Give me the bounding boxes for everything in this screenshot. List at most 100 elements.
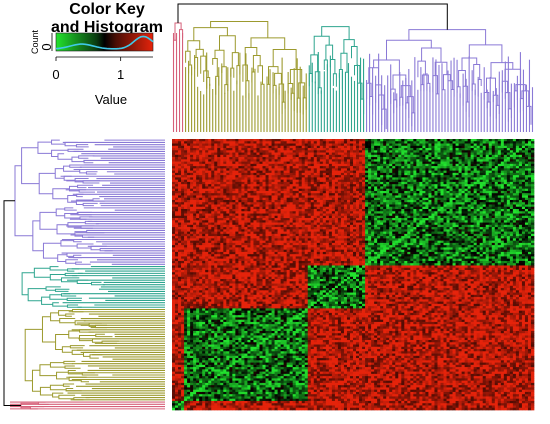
heatmap-cell	[346, 148, 351, 151]
heatmap-cell	[331, 141, 336, 144]
heatmap-cell	[322, 184, 327, 187]
column-dendrogram-branch	[314, 71, 321, 88]
heatmap-cell	[395, 202, 399, 205]
heatmap-cell	[389, 190, 393, 194]
heatmap-cell	[289, 145, 294, 149]
heatmap-cell	[398, 206, 402, 210]
heatmap-cell	[268, 154, 272, 158]
heatmap-cell	[401, 145, 405, 149]
heatmap-cell	[488, 141, 493, 144]
heatmap-cell	[524, 170, 529, 174]
heatmap-cell	[283, 157, 287, 160]
heatmap-cell	[512, 163, 517, 167]
heatmap-cell	[256, 186, 260, 190]
heatmap-cell	[232, 197, 236, 201]
heatmap-cell	[241, 139, 245, 142]
heatmap-cell	[482, 195, 487, 199]
heatmap-cell	[434, 206, 438, 210]
heatmap-cell	[470, 199, 475, 203]
heatmap-cell	[494, 213, 499, 217]
heatmap-cell	[226, 170, 230, 174]
heatmap-cell	[425, 218, 429, 221]
heatmap-cell	[286, 163, 290, 167]
heatmap-cell	[404, 170, 408, 174]
heatmap-cell	[256, 166, 260, 169]
heatmap-cell	[262, 195, 266, 199]
row-dendrogram-branch	[27, 288, 46, 302]
heatmap-cell	[497, 154, 502, 158]
heatmap-cell	[280, 141, 284, 144]
heatmap-cell	[175, 188, 179, 192]
heatmap-cell	[307, 213, 312, 217]
heatmap-cell	[515, 161, 520, 165]
heatmap-cell	[464, 193, 468, 196]
heatmap-cell	[265, 157, 269, 160]
heatmap-cell	[410, 145, 414, 149]
column-dendrogram-branch	[325, 44, 334, 60]
heatmap-cell	[476, 161, 481, 165]
heatmap-cell	[193, 213, 197, 217]
heatmap-cell	[211, 202, 215, 205]
heatmap-cell	[521, 148, 526, 151]
heatmap-cell	[506, 161, 511, 165]
heatmap-cell	[407, 179, 411, 183]
row-dendrogram-branch	[57, 254, 67, 262]
heatmap-cell	[334, 220, 339, 223]
heatmap-cell	[346, 143, 351, 147]
heatmap-cell	[301, 195, 306, 199]
heatmap-cell	[509, 199, 514, 203]
heatmap-cell	[479, 188, 484, 192]
heatmap-cell	[371, 206, 375, 210]
heatmap-cell	[458, 157, 462, 160]
heatmap-cell	[196, 166, 200, 169]
heatmap-cell	[208, 220, 212, 223]
heatmap-cell	[223, 193, 227, 196]
heatmap-cell	[217, 154, 221, 158]
heatmap-cell	[455, 193, 459, 196]
heatmap-cell	[437, 154, 441, 158]
heatmap-cell	[268, 157, 272, 160]
heatmap-cell	[395, 204, 399, 208]
heatmap-cell	[428, 209, 432, 212]
heatmap-cell	[286, 195, 290, 199]
heatmap-cell	[340, 195, 345, 199]
heatmap-cell	[322, 150, 327, 153]
heatmap-cell	[515, 211, 520, 214]
heatmap-cell	[521, 154, 526, 158]
heatmap-cell	[319, 193, 324, 196]
heatmap-cell	[253, 170, 257, 174]
heatmap-cell	[205, 222, 209, 226]
heatmap-cell	[455, 172, 459, 176]
heatmap-cell	[232, 218, 236, 221]
heatmap-cell	[434, 181, 438, 185]
heatmap-cell	[521, 141, 526, 144]
heatmap-cell	[340, 209, 345, 212]
heatmap-cell	[244, 154, 248, 158]
heatmap-cell	[500, 175, 505, 178]
heatmap-cell	[202, 177, 206, 180]
heatmap-cell	[356, 195, 360, 199]
heatmap-cell	[193, 220, 197, 223]
heatmap-cell	[349, 179, 354, 183]
heatmap-cell	[398, 161, 402, 165]
heatmap-cell	[178, 152, 182, 156]
heatmap-cell	[422, 213, 426, 217]
heatmap-cell	[377, 159, 381, 162]
heatmap-cell	[301, 161, 306, 165]
heatmap-cell	[313, 195, 318, 199]
heatmap-cell	[253, 211, 257, 214]
heatmap-cell	[202, 195, 206, 199]
heatmap-cell	[241, 161, 245, 165]
heatmap-cell	[503, 152, 508, 156]
heatmap-cell	[377, 168, 381, 171]
heatmap-cell	[307, 204, 312, 208]
heatmap-cell	[337, 222, 342, 226]
heatmap-cell	[392, 195, 396, 199]
row-dendrogram-branch	[75, 199, 93, 205]
heatmap-cell	[485, 150, 490, 153]
heatmap-cell	[443, 211, 447, 214]
heatmap-cell	[365, 148, 369, 151]
heatmap-cell	[349, 209, 354, 212]
heatmap-cell	[337, 150, 342, 153]
heatmap-cell	[196, 199, 200, 203]
